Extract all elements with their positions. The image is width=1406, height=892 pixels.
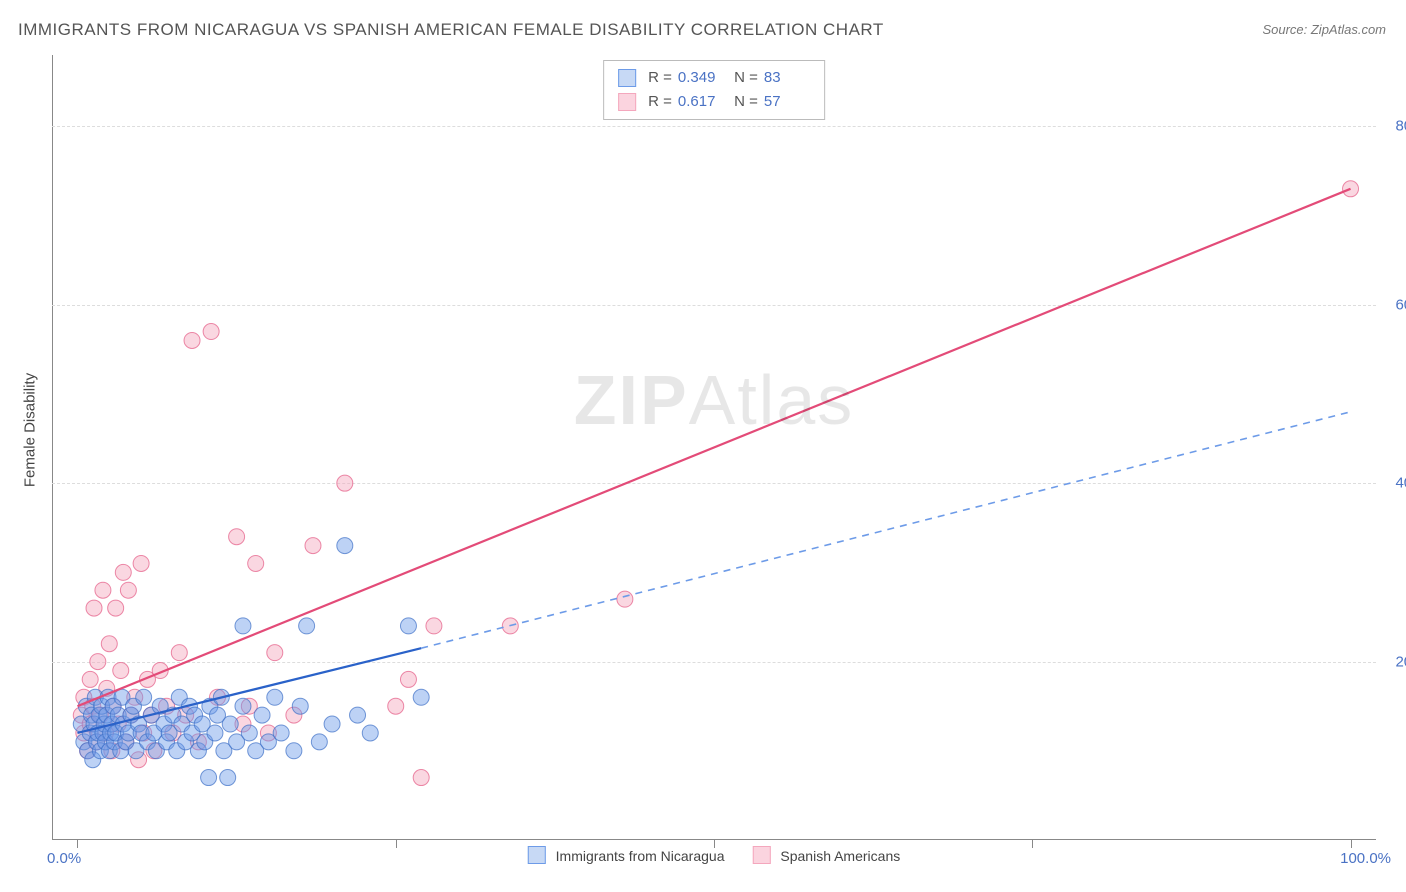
scatter-point-spanish [184,332,200,348]
scatter-point-spanish [113,663,129,679]
x-tick [396,840,397,848]
scatter-point-spanish [82,671,98,687]
scatter-point-spanish [248,555,264,571]
scatter-point-spanish [133,555,149,571]
y-tick-label: 20.0% [1383,653,1406,670]
scatter-point-nicaragua [337,538,353,554]
scatter-point-nicaragua [235,698,251,714]
x-tick [1032,840,1033,848]
chart-container: IMMIGRANTS FROM NICARAGUA VS SPANISH AME… [0,0,1406,892]
x-axis-max: 100.0% [1340,850,1391,867]
legend-item-nicaragua: Immigrants from Nicaragua [528,846,725,864]
x-tick [77,840,78,848]
scatter-point-nicaragua [286,743,302,759]
scatter-point-spanish [267,645,283,661]
scatter-point-nicaragua [267,689,283,705]
x-tick [1351,840,1352,848]
scatter-point-nicaragua [241,725,257,741]
y-tick-label: 80.0% [1383,118,1406,135]
plot-area: 20.0%40.0%60.0%80.0% R = 0.349 N = 83 R … [52,55,1376,840]
scatter-point-spanish [400,671,416,687]
scatter-point-spanish [90,654,106,670]
chart-title: IMMIGRANTS FROM NICARAGUA VS SPANISH AME… [18,20,884,40]
scatter-point-nicaragua [400,618,416,634]
scatter-point-nicaragua [311,734,327,750]
scatter-point-spanish [120,582,136,598]
correlation-legend: R = 0.349 N = 83 R = 0.617 N = 57 [603,60,825,120]
scatter-point-nicaragua [324,716,340,732]
scatter-point-nicaragua [222,716,238,732]
scatter-point-nicaragua [201,770,217,786]
scatter-point-spanish [337,475,353,491]
legend-item-spanish: Spanish Americans [752,846,900,864]
legend-row-2: R = 0.617 N = 57 [618,90,810,114]
scatter-point-spanish [617,591,633,607]
scatter-point-spanish [86,600,102,616]
series-legend: Immigrants from Nicaragua Spanish Americ… [528,846,900,864]
source-label: Source: ZipAtlas.com [1262,22,1386,37]
scatter-point-nicaragua [413,689,429,705]
scatter-point-spanish [115,564,131,580]
y-tick-label: 60.0% [1383,296,1406,313]
scatter-point-spanish [95,582,111,598]
scatter-point-spanish [171,645,187,661]
legend-swatch-pink-icon [752,846,770,864]
scatter-point-nicaragua [207,725,223,741]
scatter-point-nicaragua [362,725,378,741]
scatter-point-spanish [426,618,442,634]
scatter-point-spanish [413,770,429,786]
scatter-point-nicaragua [235,618,251,634]
scatter-point-nicaragua [273,725,289,741]
scatter-point-spanish [101,636,117,652]
scatter-point-nicaragua [350,707,366,723]
scatter-point-nicaragua [136,689,152,705]
legend-swatch-blue [618,69,636,87]
legend-swatch-pink [618,93,636,111]
y-tick-label: 40.0% [1383,475,1406,492]
scatter-point-spanish [388,698,404,714]
scatter-plot [52,55,1376,840]
scatter-point-nicaragua [220,770,236,786]
scatter-point-spanish [108,600,124,616]
regression-line-spanish [77,189,1350,706]
scatter-point-nicaragua [254,707,270,723]
legend-swatch-blue-icon [528,846,546,864]
scatter-point-nicaragua [292,698,308,714]
regression-line-dashed-nicaragua [421,412,1350,648]
legend-row-1: R = 0.349 N = 83 [618,66,810,90]
scatter-point-nicaragua [299,618,315,634]
scatter-point-spanish [203,324,219,340]
x-axis-min: 0.0% [47,850,81,867]
y-axis-title: Female Disability [22,373,39,487]
scatter-point-spanish [229,529,245,545]
scatter-point-spanish [305,538,321,554]
